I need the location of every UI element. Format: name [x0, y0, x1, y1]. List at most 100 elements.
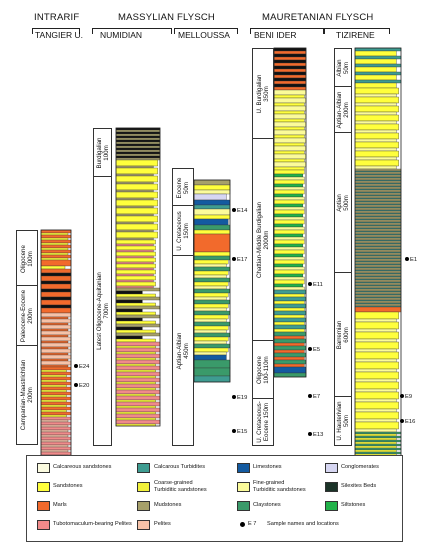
tizirene-column-bed-60 [354, 216, 402, 220]
tangier-column-bed-24 [40, 307, 72, 314]
beni-ider-column-bed-7 [273, 68, 307, 73]
tizirene-column-bed-16 [354, 114, 399, 122]
age-melloussa-eocene: Eocene 50m [172, 168, 194, 207]
tizirene-column-bed-5 [354, 66, 397, 73]
legend-fine-turbidites: Fine-grained Turbiditic sandstones [253, 480, 306, 493]
beni-ider-column-bed-9 [273, 74, 307, 79]
tangier-column-bed-33 [40, 336, 72, 342]
age-beni-ucret: U. Cretaceous- Eocene 150m [252, 398, 274, 446]
numidian-column-bed-65 [115, 326, 143, 331]
tizirene-column-bed-127 [354, 341, 399, 350]
tangier-column-bed-39 [40, 354, 72, 360]
beni-ider-column-bed-72 [273, 296, 307, 302]
numidian-column-bed-28 [115, 207, 158, 215]
age-tangier-oligocene: Oligocene 100m [16, 230, 38, 287]
beni-ider-column-bed-49 [273, 219, 305, 225]
tangier-column-bed-15 [40, 272, 72, 277]
tizirene-column-bed-56 [354, 210, 402, 214]
age-melloussa-ucret: U. Cretaceous 150m [172, 205, 194, 257]
tangier-column-bed-26 [40, 316, 69, 320]
melloussa-column-bed-22 [193, 288, 231, 294]
melloussa-column-bed-39 [193, 351, 227, 356]
tangier-column-bed-59 [40, 406, 72, 411]
beni-ider-column-bed-14 [273, 89, 307, 96]
tizirene-column-bed-58 [354, 213, 402, 217]
tizirene-column-bed-151 [354, 443, 402, 447]
beni-ider-column-bed-46 [273, 209, 305, 215]
tizirene-column-bed-18 [354, 123, 399, 131]
tangier-column-bed-76 [40, 449, 69, 453]
numidian-column-bed-80 [115, 371, 161, 377]
sample-e9: E9 [400, 394, 412, 400]
beni-ider-column-bed-79 [273, 321, 305, 326]
tizirene-column-bed-152 [354, 445, 397, 449]
numidian-column-bed-12 [115, 151, 161, 155]
tangier-column-bed-3 [40, 237, 69, 241]
tangier-column-bed-25 [40, 312, 72, 318]
numidian-column-bed-48 [115, 275, 156, 281]
swatch-pelites [137, 520, 150, 530]
tangier-column-bed-61 [40, 411, 72, 416]
melloussa-column-bed-23 [193, 292, 229, 298]
tangier-column-bed-70 [40, 434, 69, 438]
tangier-column-bed-75 [40, 446, 72, 451]
numidian-column-bed-23 [115, 189, 154, 193]
beni-ider-column-bed-86 [273, 345, 307, 351]
beni-ider-column-bed-73 [273, 300, 305, 305]
numidian-column-outline [115, 127, 161, 427]
tizirene-column-bed-17 [354, 120, 397, 125]
tizirene-column-bed-3 [354, 58, 397, 65]
tangier-column-bed-21 [40, 296, 72, 301]
tizirene-column-bed-142 [354, 418, 397, 423]
numidian-column-bed-54 [115, 293, 156, 298]
tangier-column-bed-63 [40, 416, 72, 421]
bracket-melloussa [174, 28, 238, 34]
swatch-calcareous-sandstones [37, 463, 50, 473]
beni-ider-column-bed-67 [273, 279, 305, 285]
numidian-column-bed-74 [115, 353, 161, 359]
header-massylian: MASSYLIAN FLYSCH [118, 12, 215, 23]
numidian-column-bed-22 [115, 183, 158, 191]
numidian-column-bed-78 [115, 365, 161, 371]
tizirene-column-bed-26 [354, 159, 399, 167]
beni-ider-column-bed-59 [273, 253, 303, 258]
beni-ider-column-bed-2 [273, 53, 307, 58]
tangier-column-bed-58 [40, 404, 67, 408]
tizirene-column-bed-104 [354, 282, 402, 286]
beni-ider-column-bed-27 [273, 142, 305, 147]
beni-ider-column-bed-69 [273, 286, 305, 291]
numidian-column-bed-4 [115, 135, 161, 139]
beni-ider-column-bed-68 [273, 283, 303, 288]
numidian-column-bed-15 [115, 157, 161, 161]
numidian-column-bed-34 [115, 231, 158, 239]
numidian-column-bed-86 [115, 389, 161, 395]
tizirene-column-bed-141 [354, 411, 399, 420]
tizirene-column-bed-22 [354, 141, 399, 149]
melloussa-column-bed-13 [193, 255, 231, 261]
tizirene-column-bed-96 [354, 270, 402, 274]
numidian-column-bed-89 [115, 399, 156, 403]
beni-ider-column-bed-61 [273, 259, 305, 265]
swatch-claystones [237, 501, 250, 511]
tangier-column-bed-60 [40, 409, 67, 413]
melloussa-column-bed-19 [193, 277, 231, 283]
beni-ider-column-bed-37 [273, 179, 305, 185]
tangier-column-bed-41 [40, 360, 72, 366]
stratigraphic-columns [40, 47, 402, 455]
beni-ider-column-bed-35 [273, 173, 303, 178]
numidian-column-bed-8 [115, 143, 161, 147]
tizirene-column-bed-92 [354, 264, 402, 268]
tizirene-column-bed-74 [354, 237, 402, 241]
sample-e5: E5 [308, 347, 320, 353]
header-mauretanian: MAURETANIAN FLYSCH [262, 12, 374, 23]
numidian-column-bed-64 [115, 323, 161, 328]
melloussa-column-bed-1 [193, 184, 231, 191]
melloussa-column-bed-33 [193, 329, 227, 334]
tizirene-column-bed-106 [354, 285, 402, 289]
beni-ider-column-bed-63 [273, 266, 305, 271]
tizirene-column-bed-82 [354, 249, 402, 253]
tangier-column-bed-16 [40, 275, 72, 282]
subheader-beni-ider: BENI IDER [254, 30, 297, 40]
tizirene-column-bed-128 [354, 348, 397, 353]
swatch-conglomerates [325, 463, 338, 473]
